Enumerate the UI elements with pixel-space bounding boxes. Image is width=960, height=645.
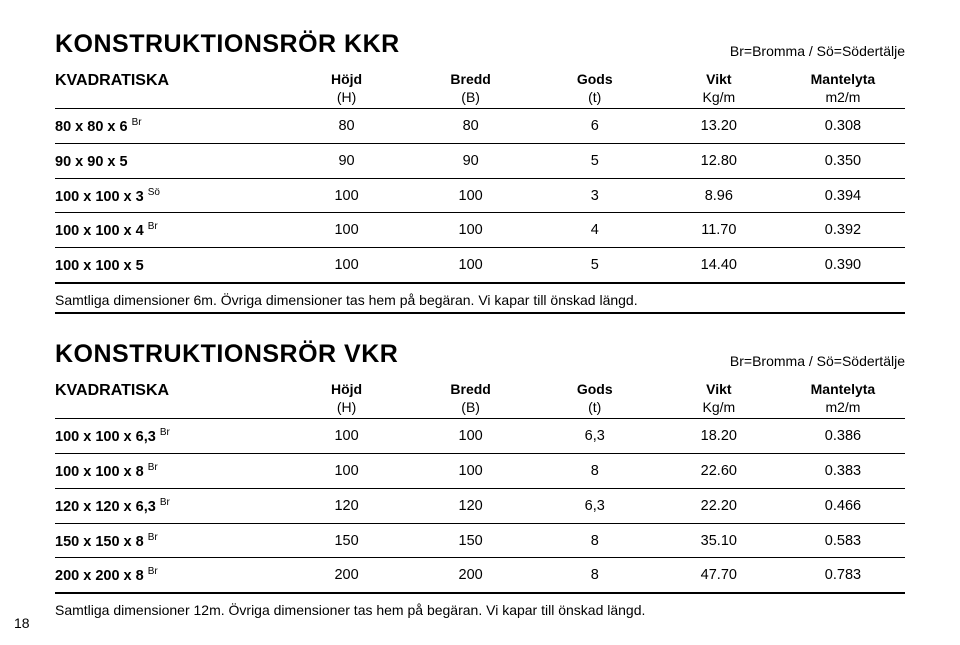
section-title: KONSTRUKTIONSRÖR KKR [55, 30, 400, 59]
col-header: ViktKg/m [657, 67, 781, 109]
table-row: 100 x 100 x 3 Sö 10010038.960.394 [55, 178, 905, 213]
table-row: 100 x 100 x 8 Br 100100822.600.383 [55, 453, 905, 488]
col-header: Mantelytam2/m [781, 67, 905, 109]
col-header: Gods(t) [533, 67, 657, 109]
section-title: KONSTRUKTIONSRÖR VKR [55, 340, 398, 369]
subheader: KVADRATISKA [55, 67, 285, 109]
table-section-vkr: KONSTRUKTIONSRÖR VKR Br=Bromma / Sö=Söde… [55, 340, 905, 622]
col-header: Höjd(H) [285, 377, 409, 419]
table-row: 100 x 100 x 5 100100514.400.390 [55, 248, 905, 282]
data-table-vkr: KVADRATISKA Höjd(H) Bredd(B) Gods(t) Vik… [55, 377, 905, 592]
table-row: 100 x 100 x 4 Br 100100411.700.392 [55, 213, 905, 248]
col-header: Mantelytam2/m [781, 377, 905, 419]
footnote: Samtliga dimensioner 12m. Övriga dimensi… [55, 594, 905, 622]
table-row: 80 x 80 x 6 Br 8080613.200.308 [55, 109, 905, 144]
table-row: 90 x 90 x 5 9090512.800.350 [55, 143, 905, 178]
table-row: 200 x 200 x 8 Br 200200847.700.783 [55, 558, 905, 592]
footnote: Samtliga dimensioner 6m. Övriga dimensio… [55, 284, 905, 312]
subheader: KVADRATISKA [55, 377, 285, 419]
col-header: Höjd(H) [285, 67, 409, 109]
col-header: Bredd(B) [409, 67, 533, 109]
location-note: Br=Bromma / Sö=Södertälje [730, 353, 905, 369]
table-row: 100 x 100 x 6,3 Br 1001006,318.200.386 [55, 419, 905, 454]
col-header: Gods(t) [533, 377, 657, 419]
table-row: 150 x 150 x 8 Br 150150835.100.583 [55, 523, 905, 558]
title-row: KONSTRUKTIONSRÖR KKR Br=Bromma / Sö=Söde… [55, 30, 905, 59]
col-header: Bredd(B) [409, 377, 533, 419]
table-row: 120 x 120 x 6,3 Br 1201206,322.200.466 [55, 488, 905, 523]
data-table-kkr: KVADRATISKA Höjd(H) Bredd(B) Gods(t) Vik… [55, 67, 905, 282]
table-section-kkr: KONSTRUKTIONSRÖR KKR Br=Bromma / Sö=Söde… [55, 30, 905, 314]
title-row: KONSTRUKTIONSRÖR VKR Br=Bromma / Sö=Söde… [55, 340, 905, 369]
location-note: Br=Bromma / Sö=Södertälje [730, 43, 905, 59]
page-number: 18 [14, 615, 30, 631]
col-header: ViktKg/m [657, 377, 781, 419]
